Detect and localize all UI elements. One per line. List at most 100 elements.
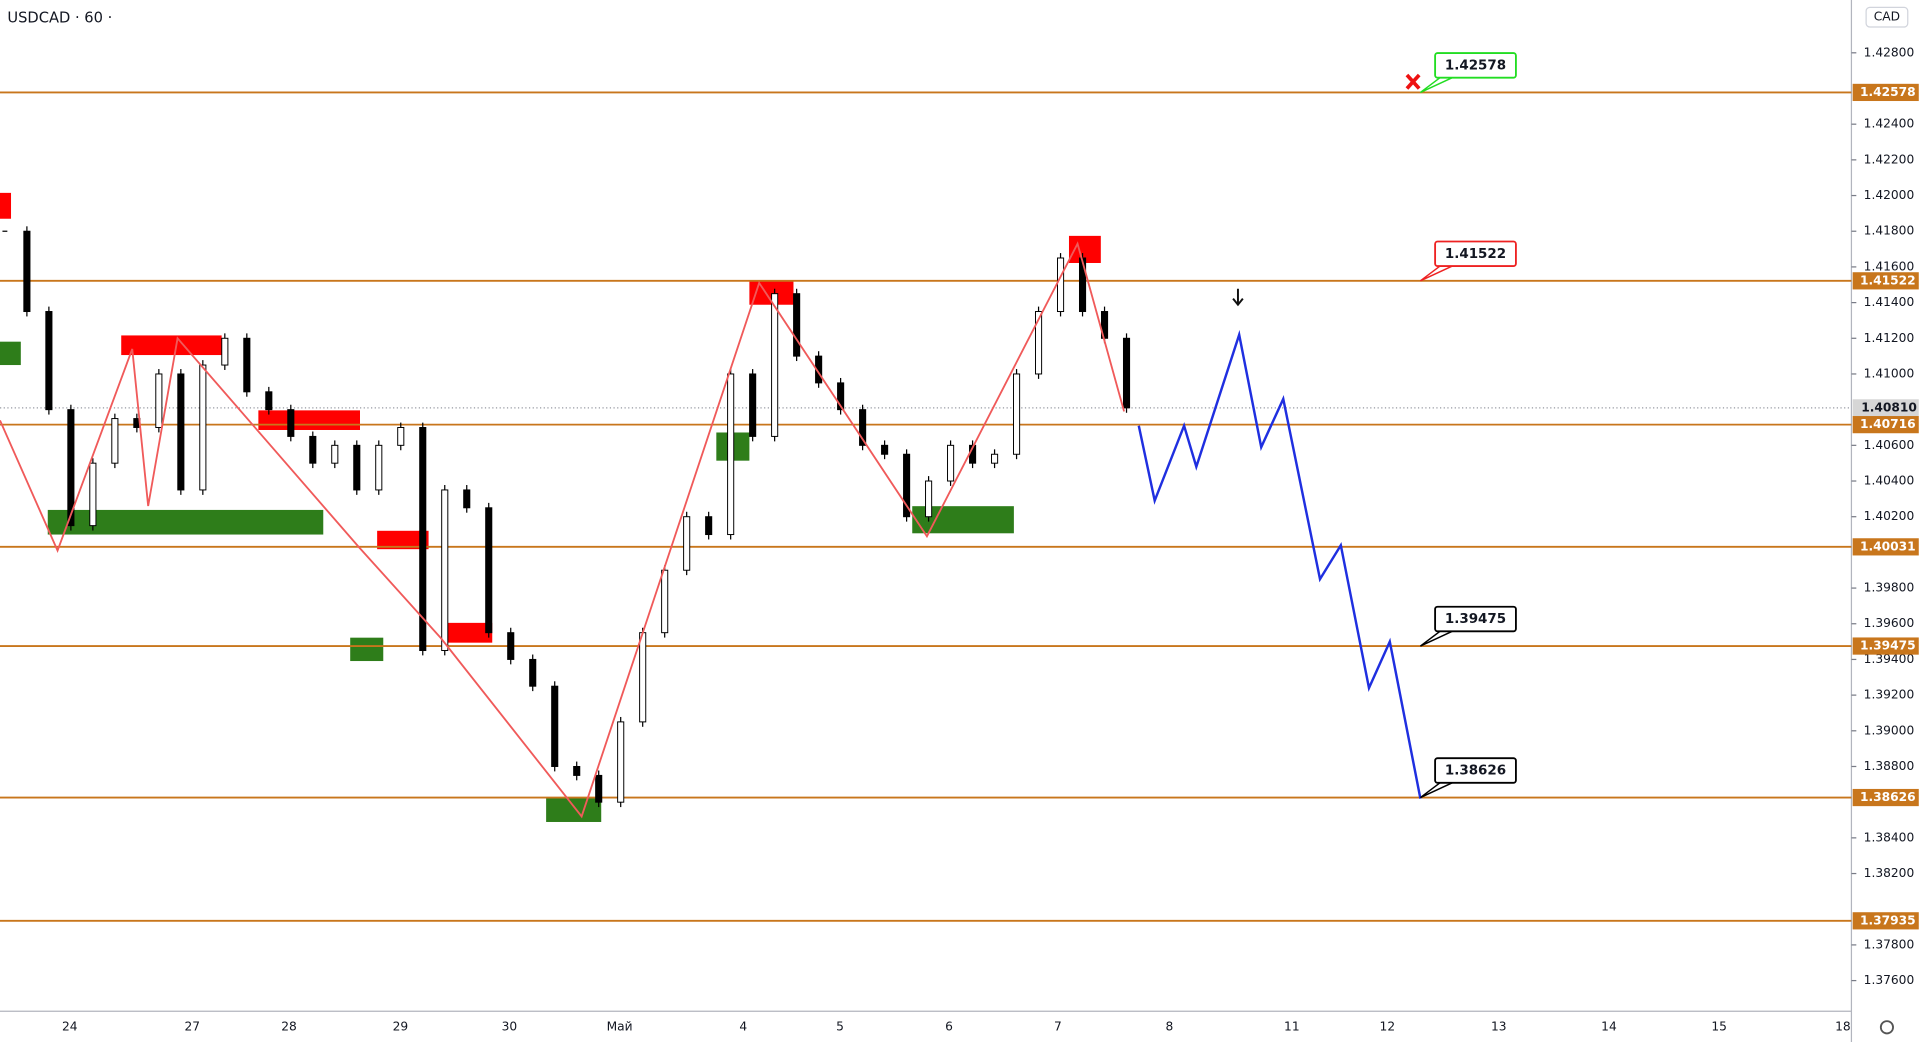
candle xyxy=(991,453,999,464)
callout: 1.42578 xyxy=(1419,52,1517,94)
level-label: 1.39475 xyxy=(1860,639,1916,653)
supply-zone xyxy=(0,192,12,219)
x-tick-label: 14 xyxy=(1601,1020,1617,1034)
candle xyxy=(683,516,691,571)
current-price-label: 1.40810 xyxy=(1861,400,1917,414)
callout: 1.39475 xyxy=(1419,605,1517,647)
supply-zone xyxy=(377,530,429,550)
y-tick-label: 1.40200 xyxy=(1864,509,1915,523)
currency: CAD xyxy=(1874,10,1900,24)
candle xyxy=(1013,373,1021,455)
y-tick-label: 1.37600 xyxy=(1864,973,1915,987)
callout-label: 1.39475 xyxy=(1445,611,1506,627)
candle xyxy=(1035,311,1043,375)
level-tag xyxy=(1852,788,1919,807)
x-tick-label: 18 xyxy=(1835,1020,1851,1034)
candle xyxy=(639,632,647,723)
callout-box xyxy=(1434,52,1517,79)
level-label: 1.42578 xyxy=(1860,85,1916,99)
candle xyxy=(903,453,911,518)
x-tick-label: 5 xyxy=(836,1020,844,1034)
candle xyxy=(23,230,31,313)
callout-pointer xyxy=(1419,265,1453,282)
x-tick-label: Май xyxy=(607,1020,633,1034)
settings-icon[interactable] xyxy=(1879,1020,1894,1035)
y-tick-label: 1.41200 xyxy=(1864,331,1915,345)
level-label: 1.40031 xyxy=(1860,539,1916,553)
current-price-tag xyxy=(1852,399,1919,417)
callout-pointer xyxy=(1419,630,1453,647)
y-tick-label: 1.41000 xyxy=(1864,366,1915,380)
x-tick-label: 28 xyxy=(281,1020,297,1034)
level-tag xyxy=(1852,272,1919,290)
x-tick-label: 27 xyxy=(184,1020,200,1034)
x-tick-label: 4 xyxy=(739,1020,747,1034)
currency-box[interactable] xyxy=(1865,6,1909,28)
y-tick-label: 1.41400 xyxy=(1864,295,1915,309)
level-label: 1.37935 xyxy=(1860,913,1916,927)
candle xyxy=(925,480,933,518)
candle xyxy=(331,444,339,464)
candle xyxy=(793,293,801,357)
candle xyxy=(89,462,97,527)
callout-pointer xyxy=(1419,77,1453,94)
candle xyxy=(661,569,669,634)
candle xyxy=(771,293,779,437)
candle xyxy=(463,489,471,509)
demand-zone xyxy=(47,509,324,535)
candle xyxy=(155,373,163,428)
callout-label: 1.38626 xyxy=(1445,762,1506,778)
callout-label: 1.42578 xyxy=(1445,57,1506,73)
candle xyxy=(727,373,735,536)
candle xyxy=(287,409,295,437)
candle xyxy=(485,507,493,634)
y-tick-label: 1.37800 xyxy=(1864,937,1915,951)
candle xyxy=(507,632,515,660)
candle xyxy=(837,382,845,411)
candle xyxy=(749,373,757,437)
y-tick-label: 1.40600 xyxy=(1864,438,1915,452)
level-label: 1.40716 xyxy=(1860,417,1916,431)
chart-title: USDCAD · 60 · xyxy=(7,9,112,26)
y-tick-label: 1.42000 xyxy=(1864,188,1915,202)
x-tick-label: 11 xyxy=(1284,1020,1300,1034)
cross-marker xyxy=(1405,73,1421,90)
level-label: 1.41522 xyxy=(1860,273,1916,287)
demand-zone xyxy=(546,797,602,822)
candle xyxy=(419,427,427,652)
x-tick-label: 30 xyxy=(502,1020,518,1034)
level-label: 1.38626 xyxy=(1860,790,1916,804)
candle xyxy=(353,444,361,491)
candle xyxy=(45,311,53,411)
callout: 1.38626 xyxy=(1419,757,1517,799)
y-tick-label: 1.39000 xyxy=(1864,723,1915,737)
x-tick-label: 12 xyxy=(1380,1020,1396,1034)
candle xyxy=(705,516,713,536)
callout-label: 1.41522 xyxy=(1445,246,1506,262)
candle xyxy=(309,435,317,464)
callout-box xyxy=(1434,757,1517,784)
callout-box xyxy=(1434,240,1517,268)
level-tag xyxy=(1852,538,1919,556)
level-tag xyxy=(1852,912,1919,930)
level-tag xyxy=(1852,83,1919,102)
y-tick-label: 1.39600 xyxy=(1864,616,1915,630)
demand-zone xyxy=(350,637,384,662)
y-tick-label: 1.42200 xyxy=(1864,152,1915,166)
candle xyxy=(551,685,559,767)
level-tag xyxy=(1852,416,1919,434)
y-tick-label: 1.38400 xyxy=(1864,830,1915,844)
candle xyxy=(243,337,251,393)
candle xyxy=(859,409,867,446)
y-tick-label: 1.38800 xyxy=(1864,759,1915,773)
candle xyxy=(1122,337,1131,409)
forecast-line xyxy=(1137,329,1422,799)
y-tick-label: 1.39400 xyxy=(1864,652,1915,666)
candle xyxy=(67,409,75,527)
candle xyxy=(199,364,207,491)
candle xyxy=(111,418,119,464)
supply-zone xyxy=(749,281,794,305)
y-tick-label: 1.40400 xyxy=(1864,474,1915,488)
x-tick-label: 7 xyxy=(1054,1020,1062,1034)
